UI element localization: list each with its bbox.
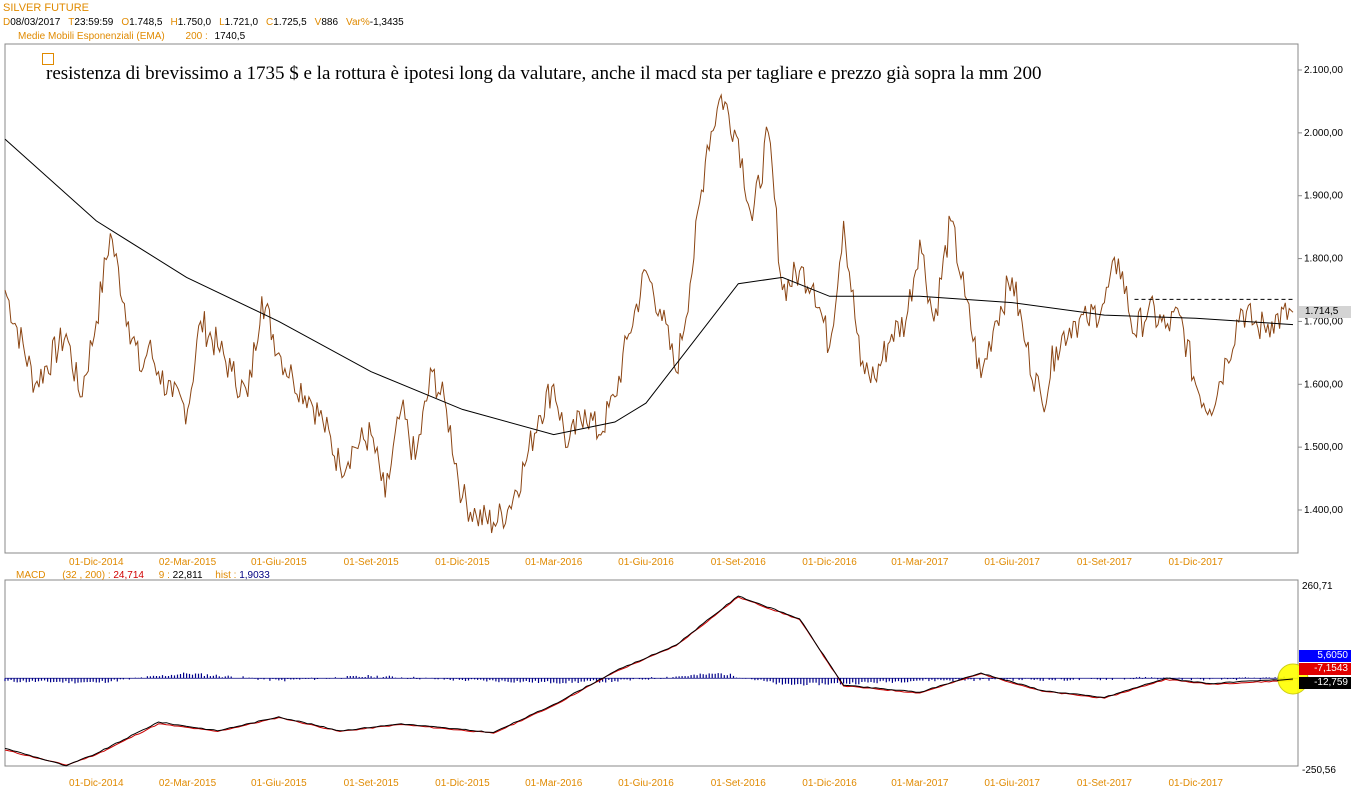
price-date-label: 01-Giu-2015 bbox=[251, 557, 307, 568]
macd-chart-frame bbox=[4, 579, 1299, 767]
header-value-6: 886 bbox=[321, 17, 339, 28]
ema-value: 1740,5 bbox=[214, 31, 246, 42]
price-date-label: 01-Dic-2016 bbox=[802, 557, 857, 568]
header-key-7: Var% bbox=[346, 17, 370, 28]
price-date-label: 01-Mar-2016 bbox=[525, 557, 583, 568]
signal-value: 22,811 bbox=[172, 570, 203, 581]
macd-date-label: 01-Dic-2015 bbox=[435, 778, 490, 789]
header-key-1: T bbox=[68, 17, 75, 28]
macd-value: 24,714 bbox=[113, 570, 144, 581]
header-key-0: D bbox=[3, 17, 11, 28]
macd-date-label: 01-Set-2017 bbox=[1077, 778, 1132, 789]
price-date-label: 01-Dic-2014 bbox=[69, 557, 124, 568]
macd-date-label: 02-Mar-2015 bbox=[159, 778, 217, 789]
price-date-label: 01-Dic-2017 bbox=[1168, 557, 1223, 568]
price-date-label: 02-Mar-2015 bbox=[159, 557, 217, 568]
macd-params: (32 , 200) : bbox=[62, 570, 111, 581]
annotation-text[interactable]: resistenza di brevissimo a 1735 $ e la r… bbox=[46, 63, 1042, 84]
header-value-7: -1,3435 bbox=[369, 17, 404, 28]
header-key-2: O bbox=[121, 17, 130, 28]
current-price-badge: 1.714,5 bbox=[1299, 306, 1351, 318]
header-value-3: 1.750,0 bbox=[177, 17, 212, 28]
header-value-1: 23:59:59 bbox=[74, 17, 114, 28]
ema-period: 200 : bbox=[185, 31, 208, 42]
price-date-label: 01-Mar-2017 bbox=[891, 557, 949, 568]
header-value-5: 1.725,5 bbox=[273, 17, 307, 28]
ohlc-header: D08/03/2017 T23:59:59 O1.748,5 H1.750,0 L1.7… bbox=[3, 17, 412, 28]
hist-label: hist : bbox=[215, 570, 237, 581]
price-tick-label: 1.900,00 bbox=[1304, 191, 1343, 202]
annotation-handle[interactable] bbox=[42, 53, 54, 65]
signal-line bbox=[4, 596, 1294, 766]
macd-line bbox=[4, 595, 1294, 767]
macd-date-label: 01-Dic-2017 bbox=[1168, 778, 1223, 789]
price-line bbox=[4, 93, 1294, 534]
header-key-5: C bbox=[266, 17, 274, 28]
macd-date-label: 01-Set-2016 bbox=[711, 778, 766, 789]
price-date-label: 01-Set-2015 bbox=[344, 557, 399, 568]
macd-date-label: 01-Dic-2016 bbox=[802, 778, 857, 789]
price-chart-frame bbox=[4, 43, 1299, 554]
price-date-label: 01-Set-2016 bbox=[711, 557, 766, 568]
price-tick-label: 1.500,00 bbox=[1304, 442, 1343, 453]
price-tick-label: 2.100,00 bbox=[1304, 65, 1343, 76]
price-tick-label: 1.600,00 bbox=[1304, 379, 1343, 390]
macd-date-label: 01-Mar-2017 bbox=[891, 778, 949, 789]
signal-label: 9 : bbox=[158, 570, 170, 581]
macd-cross-marker bbox=[1276, 678, 1294, 681]
price-tick-label: 2.000,00 bbox=[1304, 128, 1343, 139]
macd-date-label: 01-Mar-2016 bbox=[525, 778, 583, 789]
macd-date-label: 01-Dic-2014 bbox=[69, 778, 124, 789]
macd-date-label: 01-Set-2015 bbox=[344, 778, 399, 789]
header-value-2: 1.748,5 bbox=[129, 17, 163, 28]
signal-badge: -7,1543 bbox=[1299, 663, 1351, 675]
instrument-title: SILVER FUTURE bbox=[3, 2, 89, 14]
macd-axis-bottom: -250,56 bbox=[1302, 765, 1336, 776]
ema-header: Medie Mobili Esponenziali (EMA) 200 : 17… bbox=[18, 31, 245, 42]
macd-name: MACD bbox=[16, 570, 46, 581]
macd-date-label: 01-Giu-2016 bbox=[618, 778, 674, 789]
price-tick-label: 1.400,00 bbox=[1304, 505, 1343, 516]
macd-axis-top: 260,71 bbox=[1302, 581, 1333, 592]
price-date-label: 01-Set-2017 bbox=[1077, 557, 1132, 568]
macd-date-label: 01-Giu-2015 bbox=[251, 778, 307, 789]
macd-header: MACD (32 , 200) : 24,714 9 : 22,811 hist… bbox=[16, 570, 270, 581]
price-date-label: 01-Dic-2015 bbox=[435, 557, 490, 568]
header-value-0: 08/03/2017 bbox=[10, 17, 61, 28]
hist-badge: 5,6050 bbox=[1299, 650, 1351, 662]
macd-date-label: 01-Giu-2017 bbox=[984, 778, 1040, 789]
price-tick-label: 1.700,00 bbox=[1304, 316, 1343, 327]
ema-label: Medie Mobili Esponenziali (EMA) bbox=[18, 31, 165, 42]
header-key-3: H bbox=[170, 17, 178, 28]
ema-200-line bbox=[4, 138, 1294, 436]
hist-value: 1,9033 bbox=[239, 570, 270, 581]
price-date-label: 01-Giu-2016 bbox=[618, 557, 674, 568]
header-key-6: V bbox=[314, 17, 322, 28]
macd-badge: -12,759 bbox=[1299, 677, 1351, 689]
price-tick-label: 1.800,00 bbox=[1304, 254, 1343, 265]
header-value-4: 1.721,0 bbox=[224, 17, 259, 28]
header-key-4: L bbox=[219, 17, 225, 28]
price-date-label: 01-Giu-2017 bbox=[984, 557, 1040, 568]
